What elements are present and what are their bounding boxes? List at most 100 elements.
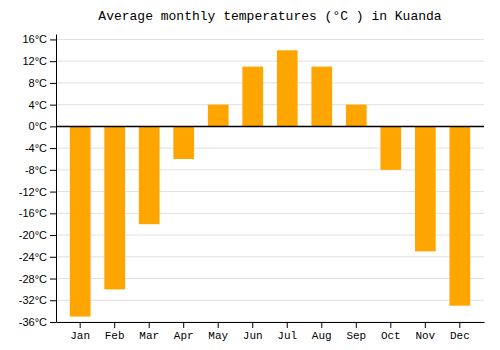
tick-mark (252, 322, 253, 328)
tick: Sep (346, 322, 366, 342)
title: Average monthly temperatures (°C ) in Ku… (98, 9, 441, 24)
y-axis: -36°C -32°C -28°C -24°C -20°C -16°C -12°C -8°C -… (19, 33, 57, 328)
chart: -36°C -32°C -28°C -24°C -20°C -16°C -12°C -8°C -… (0, 0, 500, 350)
bar (346, 105, 367, 127)
grid-line (56, 126, 484, 127)
tick-mark (321, 322, 322, 328)
tick: Jul (277, 322, 297, 342)
tick-mark (50, 83, 56, 84)
bar (311, 67, 332, 127)
tick-label: -24°C (19, 251, 47, 263)
tick-label: -16°C (19, 207, 47, 219)
tick-label: 4°C (29, 99, 48, 111)
tick-mark (50, 322, 56, 323)
tick: Apr (174, 322, 194, 342)
tick-mark (50, 126, 56, 127)
tick-mark (50, 105, 56, 106)
bar (70, 126, 91, 316)
bar (139, 126, 160, 224)
tick: -32°C (19, 294, 56, 306)
tick-label: 12°C (22, 55, 47, 67)
grid-line (56, 104, 484, 105)
tick: Mar (139, 322, 159, 342)
tick-mark (50, 192, 56, 193)
grid (56, 39, 484, 322)
tick: 12°C (22, 55, 56, 67)
tick: -36°C (19, 316, 56, 328)
tick: Aug (312, 322, 332, 342)
tick-mark (425, 322, 426, 328)
tick-mark (287, 322, 288, 328)
tick-label: -28°C (19, 273, 47, 285)
tick-label: Jan (70, 330, 90, 342)
bar (380, 126, 401, 169)
tick-label: -8°C (25, 164, 47, 176)
tick: -12°C (19, 186, 56, 198)
tick: Jan (70, 322, 90, 342)
tick: Jun (243, 322, 263, 342)
tick: -4°C (25, 142, 56, 154)
tick-label: Mar (139, 330, 159, 342)
tick: 0°C (29, 120, 56, 132)
tick-mark (50, 279, 56, 280)
tick-mark (50, 61, 56, 62)
zero-line (56, 126, 484, 128)
tick: 16°C (22, 33, 56, 45)
bars (56, 50, 484, 316)
tick-mark (50, 39, 56, 40)
tick-mark (50, 300, 56, 301)
bar (242, 67, 263, 127)
tick-mark (114, 322, 115, 328)
tick-mark (50, 170, 56, 171)
tick: -24°C (19, 251, 56, 263)
grid-line (56, 322, 484, 323)
tick-label: 16°C (22, 33, 47, 45)
x-axis: Jan Feb Mar Apr May Jun Jul Aug Sep Oct Nov Dec (57, 322, 485, 342)
tick-mark (50, 148, 56, 149)
tick: May (208, 322, 228, 342)
tick: Oct (381, 322, 401, 342)
bar (449, 126, 470, 305)
tick: Nov (415, 322, 435, 342)
tick: -16°C (19, 207, 56, 219)
tick: 8°C (29, 77, 56, 89)
bar (173, 126, 194, 159)
tick-mark (149, 322, 150, 328)
tick: Dec (450, 322, 470, 342)
tick-label: Jul (277, 330, 297, 342)
tick-mark (390, 322, 391, 328)
grid-line (56, 61, 484, 62)
tick-label: -36°C (19, 316, 47, 328)
grid-line (56, 82, 484, 83)
tick-label: May (208, 330, 228, 342)
tick-mark (50, 213, 56, 214)
bar (415, 126, 436, 251)
tick-label: -20°C (19, 229, 47, 241)
tick-label: Oct (381, 330, 401, 342)
tick-mark (80, 322, 81, 328)
tick-mark (218, 322, 219, 328)
bar (277, 50, 298, 126)
tick: -8°C (25, 164, 56, 176)
bar (208, 105, 229, 127)
tick-mark (50, 257, 56, 258)
tick-label: 8°C (29, 77, 48, 89)
tick-label: Sep (346, 330, 366, 342)
tick-label: Jun (243, 330, 263, 342)
tick-mark (183, 322, 184, 328)
tick-label: Nov (415, 330, 435, 342)
tick-label: Apr (174, 330, 194, 342)
tick-label: Feb (105, 330, 125, 342)
tick-label: Aug (312, 330, 332, 342)
tick-label: Dec (450, 330, 470, 342)
axis-line (56, 35, 57, 323)
tick: -28°C (19, 273, 56, 285)
grid-line (56, 39, 484, 40)
tick-mark (459, 322, 460, 328)
tick-mark (50, 235, 56, 236)
tick-mark (356, 322, 357, 328)
tick-label: -4°C (25, 142, 47, 154)
tick-label: 0°C (29, 120, 48, 132)
grid-line (56, 300, 484, 301)
axis-line (57, 322, 485, 323)
